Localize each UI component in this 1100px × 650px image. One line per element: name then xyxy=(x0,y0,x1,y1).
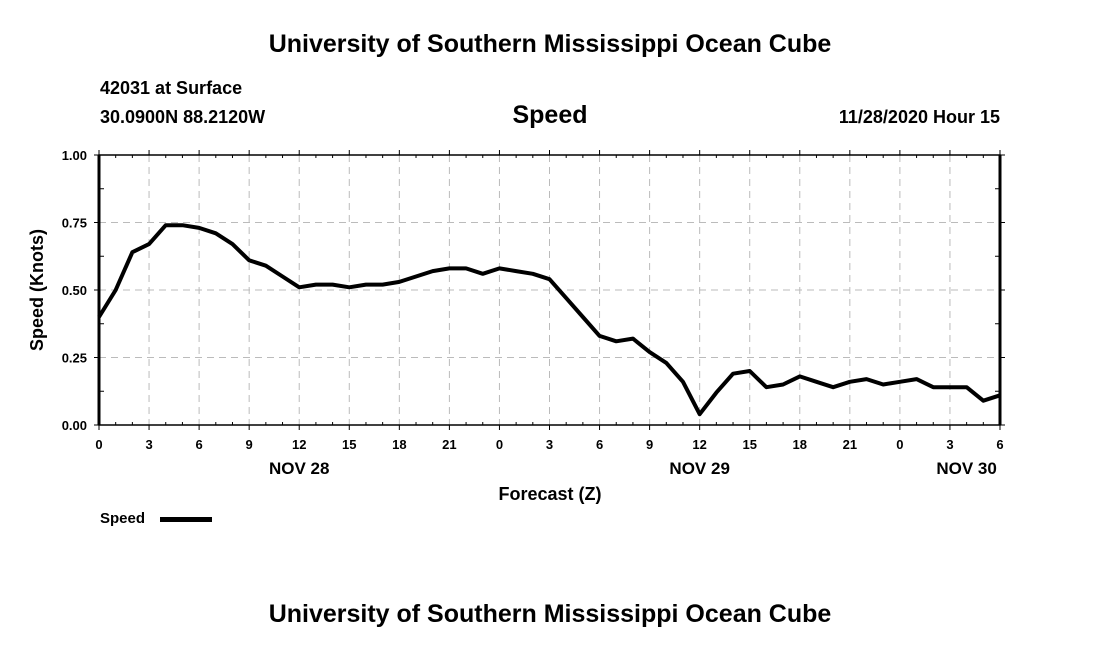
x-tick-label: 3 xyxy=(546,437,553,452)
x-tick-label: 9 xyxy=(246,437,253,452)
station-label: 42031 at Surface xyxy=(100,78,243,98)
x-tick-label: 0 xyxy=(95,437,102,452)
date-label: NOV 30 xyxy=(936,459,996,478)
x-tick-label: 21 xyxy=(843,437,857,452)
x-tick-label: 6 xyxy=(596,437,603,452)
x-axis-label: Forecast (Z) xyxy=(498,484,601,504)
x-tick-label: 18 xyxy=(392,437,406,452)
y-tick-label: 1.00 xyxy=(62,148,87,163)
x-tick-label: 0 xyxy=(496,437,503,452)
x-tick-label: 6 xyxy=(996,437,1003,452)
x-tick-label: 12 xyxy=(292,437,306,452)
legend-label: Speed xyxy=(100,510,146,527)
date-label: NOV 28 xyxy=(269,459,329,478)
page-title: University of Southern Mississippi Ocean… xyxy=(268,30,832,58)
y-tick-label: 0.50 xyxy=(62,283,87,298)
y-axis-label: Speed (Knots) xyxy=(27,229,47,351)
x-tick-label: 15 xyxy=(742,437,756,452)
x-tick-label: 9 xyxy=(646,437,653,452)
y-tick-label: 0.25 xyxy=(62,351,87,366)
date-label: NOV 29 xyxy=(669,459,729,478)
x-tick-label: 15 xyxy=(342,437,356,452)
x-tick-label: 12 xyxy=(692,437,706,452)
x-tick-label: 18 xyxy=(793,437,807,452)
speed-series-line xyxy=(97,223,1001,417)
y-tick-label: 0.75 xyxy=(62,216,87,231)
y-tick-label: 0.00 xyxy=(62,418,87,433)
footer-title: University of Southern Mississippi Ocean… xyxy=(268,600,832,628)
datetime-label: 11/28/2020 Hour 15 xyxy=(838,107,1000,127)
x-tick-label: 3 xyxy=(946,437,953,452)
legend-swatch xyxy=(160,517,212,522)
x-tick-label: 6 xyxy=(195,437,202,452)
x-tick-label: 0 xyxy=(896,437,903,452)
coordinates-label: 30.0900N 88.2120W xyxy=(100,107,266,127)
x-tick-label: 3 xyxy=(145,437,152,452)
x-tick-label: 21 xyxy=(442,437,456,452)
chart-title: Speed xyxy=(512,101,588,129)
